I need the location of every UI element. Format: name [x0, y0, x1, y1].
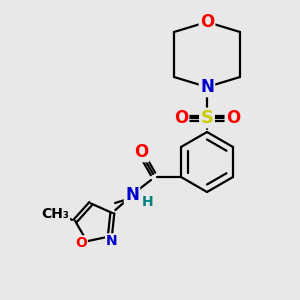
Text: O: O	[75, 236, 87, 250]
Text: H: H	[142, 195, 154, 209]
Text: O: O	[226, 109, 240, 127]
Text: N: N	[125, 186, 139, 204]
Text: O: O	[174, 109, 188, 127]
Text: N: N	[106, 234, 118, 248]
Text: O: O	[134, 143, 148, 161]
Text: CH₃: CH₃	[41, 207, 69, 221]
Text: O: O	[200, 13, 214, 31]
Text: S: S	[200, 109, 214, 127]
Text: N: N	[200, 78, 214, 96]
